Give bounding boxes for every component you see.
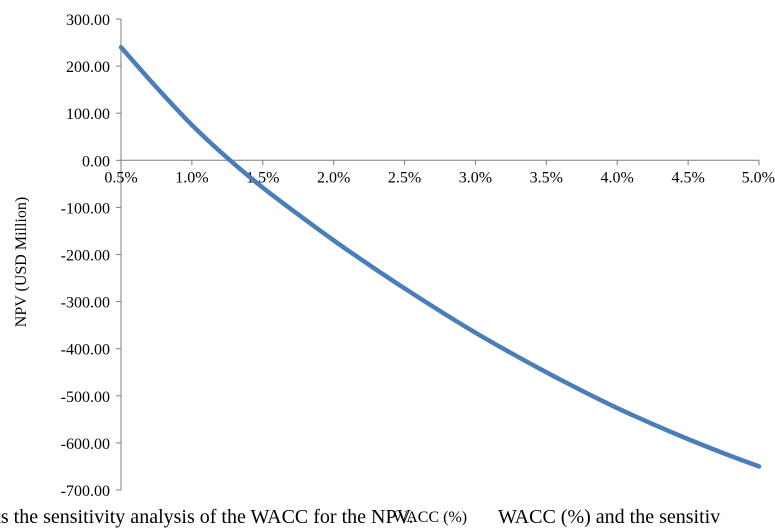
x-tick-label: 3.5% <box>530 169 563 186</box>
x-tick-label: 4.0% <box>601 169 634 186</box>
y-axis: 300.00 200.00 100.00 0.00 -100.00 -200.00 -300… <box>61 12 122 500</box>
y-tick-label: 0.00 <box>82 153 110 170</box>
x-axis: 0.5% 1.0% 1.5% 2.0% 2.5% 3.0% 3.5% 4.0% 4.5% 5.0% <box>104 159 775 186</box>
y-tick-label: 100.00 <box>66 106 110 123</box>
y-tick-label: -200.00 <box>61 248 110 265</box>
x-tick-label: 0.5% <box>104 169 137 186</box>
x-tick-label: 4.5% <box>671 169 704 186</box>
y-tick-label: 200.00 <box>66 59 110 76</box>
y-tick-label: -700.00 <box>61 483 110 500</box>
series-lines <box>118 45 762 469</box>
y-axis-title: NPV (USD Million) <box>13 197 30 327</box>
npv-series-line <box>118 45 762 469</box>
caption-right: WACC (%) and the sensitiv <box>498 506 721 528</box>
y-tick-label: -300.00 <box>61 295 110 312</box>
x-tick-label: 2.0% <box>317 169 350 186</box>
caption-left: depicts the sensitivity analysis of the … <box>0 506 414 528</box>
y-tick-label: -500.00 <box>61 389 110 406</box>
x-tick-label: 1.0% <box>175 169 208 186</box>
y-tick-label: -600.00 <box>61 436 110 453</box>
x-axis-title: WACC (%) <box>393 509 467 526</box>
x-tick-label: 2.5% <box>388 169 421 186</box>
y-tick-label: 300.00 <box>66 12 110 29</box>
x-tick-label: 3.0% <box>459 169 492 186</box>
body-text-fragment: depicts the sensitivity analysis of the … <box>0 504 775 532</box>
y-tick-label: -100.00 <box>61 200 110 217</box>
x-tick-label: 5.0% <box>742 169 775 186</box>
y-tick-label: -400.00 <box>61 342 110 359</box>
